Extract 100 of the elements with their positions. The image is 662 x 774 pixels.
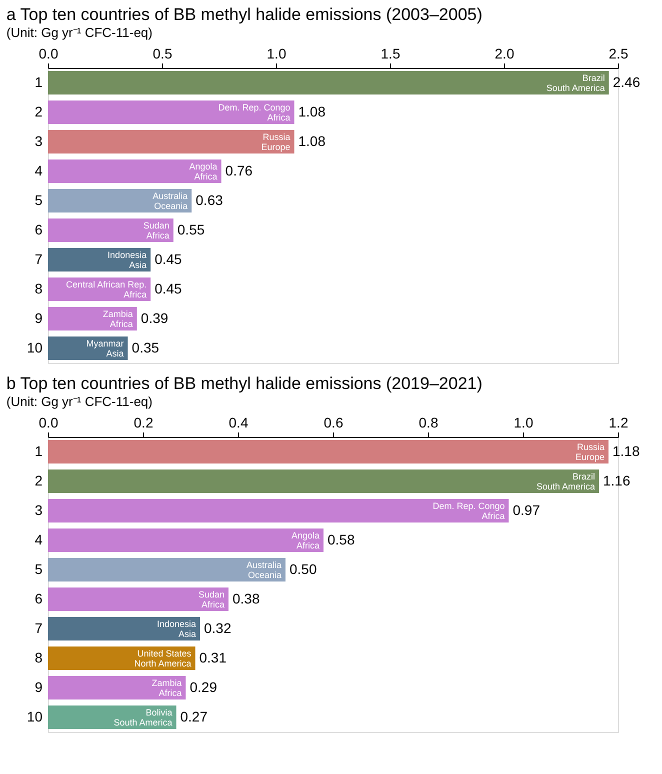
bar (48, 587, 228, 612)
data-label: 0.45 (154, 250, 182, 267)
y-tick-label: 9 (34, 310, 43, 326)
annotation: Asia (178, 628, 196, 639)
data-label: 0.32 (204, 620, 232, 636)
x-tick-label: 1.0 (514, 414, 534, 430)
bar (48, 248, 151, 272)
bar (48, 440, 608, 464)
annotation: Central African Rep. (66, 279, 147, 290)
annotation: Angola (291, 530, 320, 540)
annotation: Europe (261, 142, 290, 152)
annotation: Russia (262, 132, 290, 142)
annotation: Dem. Rep. Congo (432, 500, 505, 511)
data-label: 0.45 (154, 280, 182, 296)
data-label: 0.27 (180, 708, 208, 724)
annotation: Indonesia (156, 618, 196, 629)
annotation: South America (536, 481, 595, 492)
annotation: Oceania (154, 200, 188, 211)
annotation: Sudan (143, 220, 170, 230)
annotation: Africa (146, 230, 170, 240)
y-tick-label: 1 (34, 442, 43, 459)
annotation: Africa (267, 112, 290, 122)
data-label: 2.46 (612, 74, 640, 90)
annotation: North America (134, 658, 192, 668)
x-tick-label: 2.0 (494, 46, 514, 62)
data-label: 0.38 (232, 590, 260, 606)
data-label: 1.08 (298, 103, 326, 120)
annotation: Europe (575, 452, 604, 462)
y-tick-label: 4 (34, 162, 43, 178)
annotation: Africa (201, 599, 224, 610)
annotation: Africa (110, 318, 133, 329)
annotation: Australia (152, 190, 188, 201)
annotation: Russia (576, 442, 604, 452)
y-tick-label: 8 (34, 280, 43, 296)
annotation: Africa (158, 688, 182, 698)
annotation: Bolivia (146, 707, 172, 718)
annotation: Africa (482, 510, 505, 521)
annotation: Brazil (572, 471, 595, 482)
annotation: Zambia (152, 678, 182, 688)
x-tick-label: 0.0 (38, 46, 58, 62)
data-label: 0.63 (196, 192, 224, 208)
data-label: 0.29 (190, 678, 218, 695)
data-label: 0.58 (328, 531, 355, 548)
chart-subtitle: (Unit: Gg yr⁻¹ CFC-11-eq) (6, 394, 152, 409)
y-tick-label: 2 (34, 103, 43, 120)
x-tick-label: 1.2 (608, 414, 628, 430)
annotation: Sudan (198, 589, 224, 600)
annotation: Asia (129, 260, 147, 270)
bar (48, 218, 174, 242)
annotation: Brazil (582, 72, 605, 83)
annotation: South America (546, 82, 605, 93)
data-label: 1.16 (603, 472, 630, 488)
x-tick-label: 2.5 (608, 46, 628, 62)
y-tick-label: 8 (34, 649, 43, 666)
y-tick-label: 4 (34, 531, 43, 548)
y-tick-label: 5 (34, 560, 43, 577)
annotation: Indonesia (108, 250, 147, 260)
data-label: 0.35 (132, 339, 160, 356)
annotation: Angola (189, 161, 218, 172)
data-label: 1.08 (298, 132, 326, 149)
y-tick-label: 3 (34, 132, 43, 149)
y-tick-label: 9 (34, 678, 43, 695)
annotation: Zambia (102, 308, 133, 319)
x-tick-label: 1.5 (380, 46, 400, 62)
y-tick-label: 1 (34, 74, 43, 90)
x-tick-label: 1.0 (266, 46, 286, 62)
y-tick-label: 7 (34, 250, 43, 267)
x-tick-label: 0.0 (38, 414, 58, 430)
data-label: 0.39 (140, 310, 168, 326)
x-tick-label: 0.5 (152, 46, 172, 62)
data-label: 1.18 (612, 442, 640, 459)
annotation: Africa (194, 171, 218, 182)
annotation: Asia (106, 348, 124, 358)
annotation: United States (137, 648, 192, 658)
data-label: 0.76 (225, 162, 253, 178)
y-tick-label: 2 (34, 472, 43, 488)
annotation: Australia (246, 560, 282, 570)
y-tick-label: 6 (34, 590, 43, 606)
annotation: Dem. Rep. Congo (218, 102, 290, 112)
bar (48, 469, 599, 494)
x-tick-label: 0.8 (418, 414, 438, 430)
data-label: 0.50 (290, 560, 317, 577)
annotation: Oceania (248, 570, 282, 580)
annotation: Africa (296, 540, 320, 550)
bar (48, 70, 609, 95)
y-tick-label: 10 (26, 708, 43, 724)
bar (48, 306, 137, 331)
annotation: Africa (124, 289, 147, 300)
y-tick-label: 6 (34, 221, 43, 238)
bar (48, 676, 186, 700)
bar (48, 705, 176, 730)
data-label: 0.97 (512, 502, 540, 518)
bar (48, 528, 324, 552)
x-tick-label: 0.6 (324, 414, 344, 430)
bar (48, 188, 192, 213)
annotation: South America (114, 717, 172, 728)
bar (48, 616, 200, 641)
bar (48, 130, 294, 154)
chart-subtitle: (Unit: Gg yr⁻¹ CFC-11-eq) (6, 25, 152, 40)
bar (48, 498, 509, 523)
